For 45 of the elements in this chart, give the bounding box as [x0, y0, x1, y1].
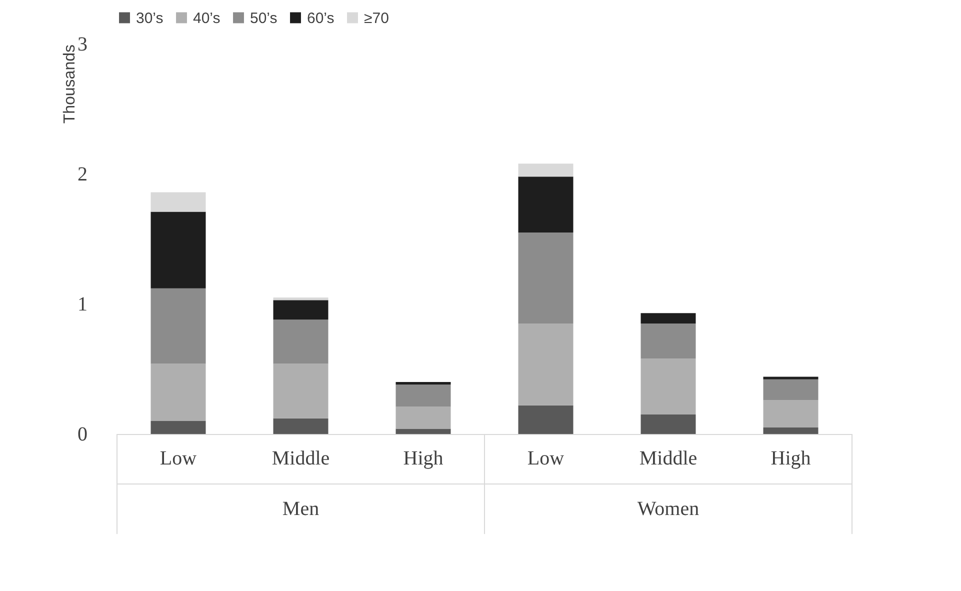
bar [273, 300, 328, 320]
text: Men [282, 498, 320, 520]
x-tick-label: High [403, 448, 444, 470]
bar [396, 384, 451, 407]
bar [396, 428, 451, 434]
legend-label: 40’s [193, 10, 220, 27]
y-tick-label: 2 [78, 164, 88, 186]
bar [640, 358, 696, 414]
x-tick-label: Low [160, 448, 198, 470]
y-tick-label: 3 [78, 34, 88, 56]
bar [518, 232, 574, 324]
bar [273, 320, 328, 364]
legend-label: 60’s [307, 10, 334, 27]
text: Women [637, 498, 700, 520]
bar [150, 364, 206, 421]
bar [396, 406, 451, 429]
bar [640, 414, 696, 434]
bar [518, 405, 574, 434]
bar [150, 192, 206, 212]
y-axis-title: Thousands [62, 44, 78, 124]
bar [396, 382, 451, 385]
x-tick-label: Middle [272, 448, 330, 470]
bar [640, 313, 696, 324]
bar [763, 428, 818, 434]
bar [273, 418, 328, 434]
y-tick-label: 1 [78, 294, 88, 316]
bar [763, 379, 818, 400]
bar [518, 176, 574, 232]
bar [763, 400, 818, 428]
x-tick-label: High [770, 448, 811, 470]
bar [273, 364, 328, 418]
legend-label: 30’s [136, 10, 164, 27]
bar [273, 298, 328, 300]
bar [150, 212, 206, 288]
bar [150, 421, 206, 434]
legend-label: 50’s [250, 10, 278, 27]
bar [518, 164, 574, 177]
bar [640, 324, 696, 359]
bar [518, 324, 574, 406]
x-tick-label: Middle [639, 448, 698, 470]
bar [150, 288, 206, 364]
legend-label: ≥70 [364, 10, 389, 27]
x-tick-label: Low [527, 448, 565, 470]
bar [763, 376, 818, 380]
y-tick-label: 0 [78, 424, 88, 446]
